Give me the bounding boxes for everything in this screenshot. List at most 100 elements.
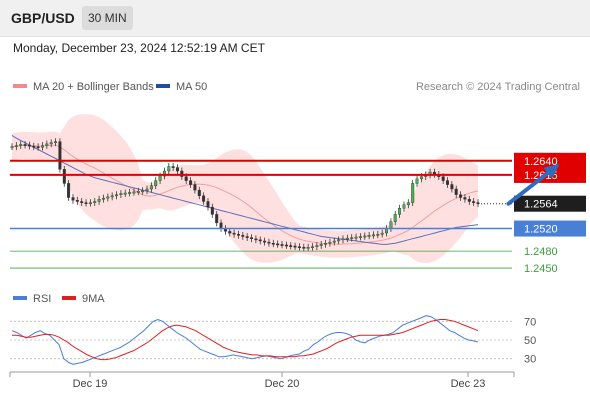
candle-body [372, 234, 376, 237]
candle-body [441, 176, 445, 181]
datetime-label: Monday, December 23, 2024 12:52:19 AM CE… [13, 41, 265, 55]
rsi-pane: 70 50 30 [10, 315, 536, 366]
candle-body [119, 193, 123, 195]
candle-body [23, 144, 27, 146]
ma20-line [11, 144, 479, 245]
x-tick-label: Dec 19 [73, 378, 108, 390]
candle-body [415, 178, 419, 184]
candle-body [254, 238, 258, 241]
candle-body [114, 194, 118, 197]
candle-body [132, 191, 136, 194]
candle-body [123, 192, 127, 195]
symbol-title: GBP/USD [11, 10, 75, 26]
candle-body [328, 241, 332, 244]
last-price-label: 1.2564 [524, 199, 558, 211]
price-legend: MA 20 + Bollinger Bands MA 50 Research ©… [13, 81, 580, 93]
candle-body [319, 244, 323, 246]
legend-swatch-9ma [62, 296, 76, 300]
candle-body [88, 202, 92, 205]
candle-body [446, 180, 450, 185]
candle-body [149, 185, 153, 190]
candle-body [297, 246, 301, 249]
candle-body [398, 207, 402, 215]
candle-body [406, 202, 410, 206]
candle-body [459, 194, 463, 198]
candle-body [136, 191, 140, 193]
candle-body [197, 189, 201, 196]
candle-body [293, 245, 297, 248]
legend-rsi-label: RSI [33, 293, 51, 305]
candle-body [97, 198, 101, 202]
support-label: 1.2450 [524, 263, 558, 275]
candle-body [210, 206, 214, 215]
candle-body [32, 145, 36, 148]
candle-body [332, 240, 336, 243]
candle-body [376, 233, 380, 236]
last-price-box [514, 195, 586, 212]
rsi-tick-label: 50 [524, 335, 536, 347]
legend-ma20-label: MA 20 + Bollinger Bands [33, 81, 154, 93]
candle-body [58, 141, 62, 170]
chart-header: GBP/USD 30 MIN [0, 0, 590, 37]
candle-body [84, 202, 88, 205]
x-tick-label: Dec 23 [451, 378, 486, 390]
rsi-tick-label: 70 [524, 316, 536, 328]
candle-body [267, 241, 271, 244]
candle-body [271, 242, 275, 245]
candle-body [467, 198, 471, 202]
legend-swatch-ma20 [13, 84, 27, 88]
support-label: 1.2480 [524, 246, 558, 258]
candle-body [167, 166, 171, 172]
candle-body [202, 195, 206, 202]
candle-body [14, 145, 18, 148]
candle-body [454, 188, 458, 195]
candle-body [302, 246, 306, 249]
candle-body [284, 244, 288, 247]
candle-body [175, 167, 179, 172]
support-label-box [514, 220, 586, 237]
candle-body [36, 146, 40, 149]
candle-body [80, 201, 84, 203]
candle-body [101, 197, 105, 200]
candle-body [219, 222, 223, 229]
rsi-legend: RSI 9MA [13, 293, 105, 305]
candle-body [206, 201, 210, 208]
candle-body [232, 232, 236, 235]
candle-body [363, 235, 367, 238]
x-axis: Dec 19 Dec 20 Dec 23 [9, 371, 515, 390]
candle-body [341, 238, 345, 241]
candle-body [289, 245, 293, 247]
copyright-label: Research © 2024 Trading Central [416, 81, 580, 93]
candle-body [215, 214, 219, 224]
timeframe-button[interactable]: 30 MIN [82, 6, 133, 30]
candle-body [411, 183, 415, 203]
candle-body [158, 175, 162, 181]
candle-body [472, 201, 476, 203]
resistance-label-box [514, 152, 586, 169]
candle-body [54, 141, 58, 144]
candle-body [49, 142, 53, 145]
candle-body [236, 233, 240, 236]
candle-body [345, 237, 349, 240]
candle-body [380, 232, 384, 235]
candle-body [67, 183, 71, 198]
rsi-line [11, 315, 479, 365]
candle-body [19, 144, 23, 146]
x-tick-label: Dec 20 [265, 378, 300, 390]
candle-body [450, 184, 454, 190]
candle-body [402, 204, 406, 209]
candle-body [141, 190, 145, 193]
candle-body [367, 235, 371, 237]
candle-body [110, 195, 114, 198]
candle-body [145, 188, 149, 191]
forecast-arrow-head [543, 164, 560, 179]
candle-body [162, 170, 166, 177]
candle-body [27, 144, 31, 147]
candle-body [180, 170, 184, 177]
candle-body [171, 166, 175, 168]
candle-body [75, 200, 79, 202]
legend-swatch-ma50 [156, 84, 170, 88]
candle-body [315, 245, 319, 247]
